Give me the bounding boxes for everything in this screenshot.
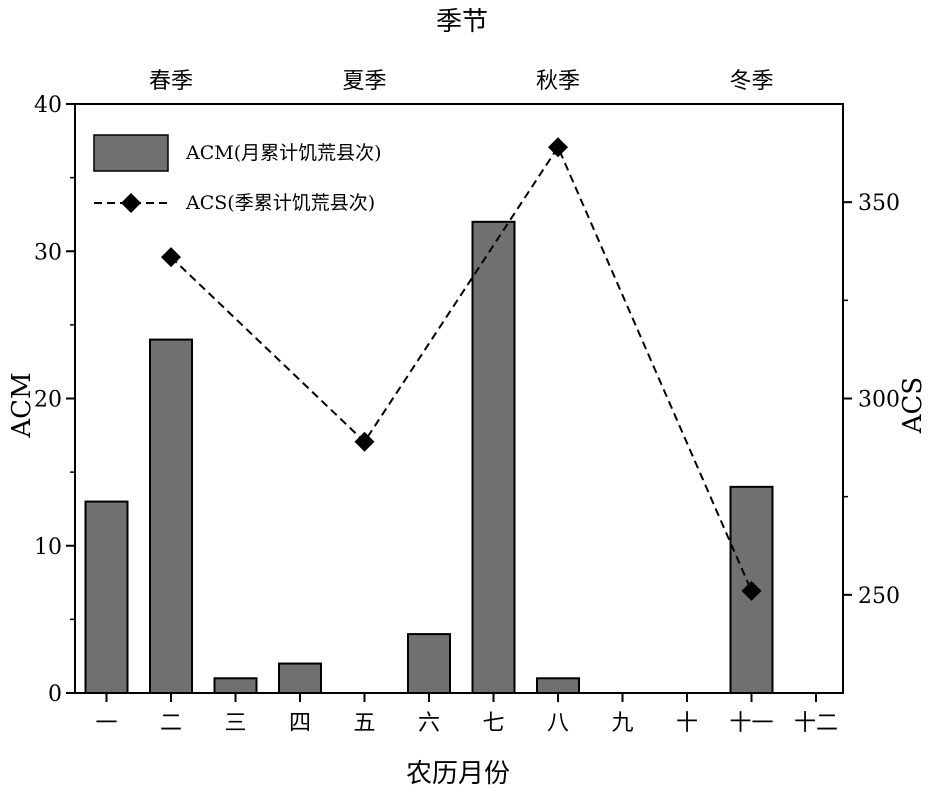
right-tick-label: 250 (858, 584, 900, 609)
x-axis-ticks: 一 二 三 四 五 六 七 八 九 十 十一 十二 (95, 693, 838, 736)
legend-line-label: ACS(季累计饥荒县次) (185, 192, 375, 214)
x-tick-label: 一 (95, 711, 117, 736)
x-tick-label: 六 (418, 711, 440, 736)
right-tick-label: 300 (858, 388, 900, 413)
left-axis-title: ACM (7, 372, 37, 438)
bar (213, 677, 258, 695)
right-axis-ticks: 250 300 350 (843, 191, 900, 609)
legend-bar-label: ACM(月累计饥荒县次) (185, 142, 382, 164)
bar (278, 662, 322, 694)
right-tick-label: 350 (858, 191, 900, 216)
x-tick-label: 二 (160, 711, 182, 736)
right-axis-title: ACS (898, 377, 928, 434)
diamond-marker (161, 247, 181, 268)
bar (84, 500, 129, 695)
season-label: 冬季 (729, 69, 773, 94)
diamond-marker (741, 580, 762, 601)
x-tick-label: 十 (676, 711, 698, 736)
line-series (161, 137, 762, 601)
bar (536, 677, 580, 695)
top-axis-labels: 春季 夏季 秋季 冬季 (149, 69, 774, 94)
acs-line (170, 145, 753, 592)
x-tick-label: 七 (482, 711, 504, 736)
season-label: 秋季 (536, 69, 580, 94)
season-label: 春季 (149, 69, 193, 94)
x-tick-label: 四 (289, 711, 311, 736)
x-tick-label: 十二 (794, 711, 838, 736)
left-tick-label: 40 (34, 93, 62, 118)
bar (471, 220, 516, 695)
diamond-marker (548, 137, 568, 158)
legend: ACM(月累计饥荒县次) ACS(季累计饥荒县次) (93, 134, 382, 214)
x-tick-label: 十一 (729, 711, 773, 736)
diamond-marker (354, 431, 375, 452)
left-tick-label: 30 (34, 240, 62, 265)
left-axis-ticks: 0 10 20 30 40 (34, 93, 75, 707)
left-tick-label: 0 (48, 682, 62, 707)
top-axis-title: 季节 (436, 7, 488, 37)
x-tick-label: 九 (611, 711, 633, 736)
bar (149, 338, 193, 694)
legend-bar-swatch (93, 134, 169, 172)
season-label: 夏季 (342, 69, 386, 94)
left-tick-label: 20 (34, 388, 62, 413)
x-tick-label: 八 (547, 711, 569, 736)
legend-diamond-marker (121, 193, 141, 213)
x-tick-label: 五 (353, 711, 375, 736)
left-tick-label: 10 (34, 535, 62, 560)
bar (407, 633, 451, 694)
x-axis-title: 农历月份 (406, 759, 510, 789)
bar-series (84, 220, 774, 695)
x-tick-label: 三 (224, 711, 246, 736)
